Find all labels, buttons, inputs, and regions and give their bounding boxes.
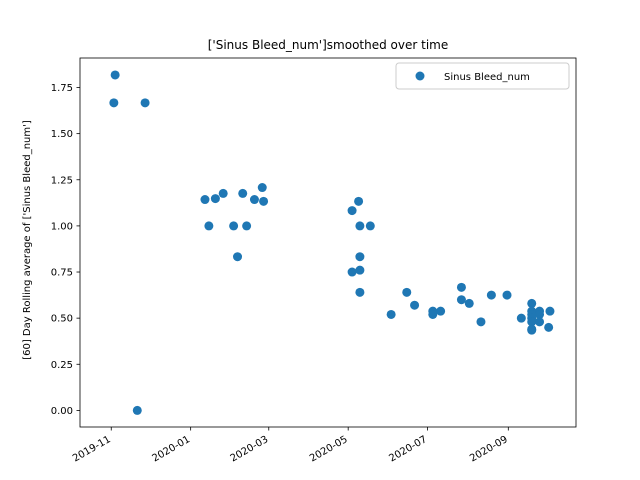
scatter-points	[109, 70, 555, 415]
data-point	[355, 265, 365, 275]
data-point	[257, 183, 267, 193]
data-point	[355, 221, 365, 231]
data-point	[527, 317, 537, 327]
chart-title: ['Sinus Bleed_num']smoothed over time	[208, 38, 448, 52]
data-point	[436, 306, 446, 316]
data-point	[238, 188, 248, 198]
data-point	[402, 287, 412, 297]
data-point	[347, 267, 357, 277]
data-point	[535, 317, 545, 327]
data-point	[535, 309, 545, 319]
data-point	[210, 194, 220, 204]
data-point	[200, 195, 210, 205]
y-tick-label: 1.75	[51, 83, 73, 94]
plot-area-frame	[79, 57, 577, 428]
data-point	[204, 221, 214, 231]
data-point	[527, 298, 537, 308]
y-tick-label: 1.00	[51, 221, 73, 232]
data-point	[347, 206, 357, 216]
data-point	[428, 309, 438, 319]
data-point	[355, 252, 365, 262]
legend-entry-label: Sinus Bleed_num	[444, 72, 530, 83]
data-point	[140, 98, 150, 108]
y-tick-label: 1.25	[51, 175, 73, 186]
data-point	[476, 317, 486, 327]
data-point	[365, 221, 375, 231]
y-axis-label: [60] Day Rolling average of ['Sinus Blee…	[22, 120, 33, 360]
data-point	[386, 309, 396, 319]
data-point	[132, 405, 142, 415]
data-point	[109, 98, 119, 108]
y-tick-label: 1.50	[51, 129, 73, 140]
data-point	[516, 313, 526, 323]
y-tick-label: 0.75	[51, 268, 73, 279]
legend-box	[395, 62, 570, 90]
data-point	[527, 325, 537, 335]
data-point	[229, 221, 239, 231]
data-point	[233, 252, 243, 262]
data-point	[249, 195, 259, 205]
data-point	[218, 188, 228, 198]
data-point	[502, 290, 512, 300]
data-point	[410, 300, 420, 310]
data-point	[456, 282, 466, 292]
legend-marker	[415, 71, 425, 81]
y-tick-label: 0.50	[51, 314, 73, 325]
data-point	[110, 70, 120, 80]
legend: Sinus Bleed_num	[395, 62, 570, 90]
data-point	[544, 322, 554, 332]
data-point	[355, 287, 365, 297]
data-point	[545, 306, 555, 316]
data-point	[354, 196, 364, 206]
data-point	[242, 221, 252, 231]
y-axis-ticks: 0.00 0.25 0.50 0.75 1.00 1.25 1.50 1.75	[51, 83, 80, 417]
data-point	[259, 196, 269, 206]
y-tick-label: 0.00	[51, 406, 73, 417]
data-point	[456, 295, 466, 305]
y-tick-label: 0.25	[51, 360, 73, 371]
data-point	[464, 298, 474, 308]
data-point	[486, 290, 496, 300]
